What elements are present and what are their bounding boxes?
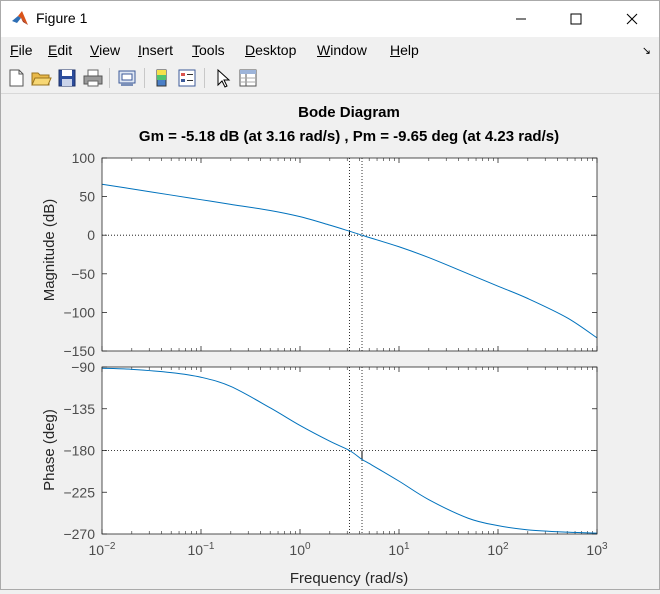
new-figure-icon[interactable]: [5, 67, 27, 89]
chart-title: Bode Diagram: [298, 104, 400, 121]
frequency-x-label: Frequency (rad/s): [290, 570, 408, 587]
magnitude-y-tick-label: 50: [79, 189, 95, 205]
magnitude-y-tick-label: −50: [71, 266, 95, 282]
phase-axes-frame: [101, 366, 598, 535]
minimize-icon: [516, 18, 526, 20]
edit-plot-arrow-icon[interactable]: [211, 67, 233, 89]
x-tick-label: 10−2: [89, 541, 116, 558]
toolbar-separator: [109, 68, 110, 88]
menu-insert[interactable]: Insert: [138, 42, 174, 58]
x-tick-label: 101: [388, 541, 410, 558]
figure-canvas[interactable]: Bode Diagram Gm = -5.18 dB (at 3.16 rad/…: [1, 94, 659, 589]
toolbar: [1, 63, 659, 94]
menu-help[interactable]: Help: [390, 42, 419, 58]
menu-window[interactable]: Window: [317, 42, 367, 58]
magnitude-curve[interactable]: [101, 183, 598, 339]
bode-plot[interactable]: Bode Diagram Gm = -5.18 dB (at 3.16 rad/…: [1, 94, 659, 589]
open-file-icon[interactable]: [30, 67, 52, 89]
menu-dock-arrow-icon[interactable]: ↘: [641, 45, 651, 57]
phase-y-tick-label: −180: [63, 443, 95, 459]
minimize-button[interactable]: [498, 1, 544, 37]
chart-subtitle: Gm = -5.18 dB (at 3.16 rad/s) , Pm = -9.…: [139, 128, 559, 145]
x-tick-label: 102: [487, 541, 509, 558]
menu-desktop[interactable]: Desktop: [245, 42, 297, 58]
close-button[interactable]: [609, 1, 655, 37]
phase-y-tick-label: −225: [63, 484, 95, 500]
menu-tools[interactable]: Tools: [192, 42, 225, 58]
magnitude-y-tick-label: 100: [72, 150, 96, 166]
magnitude-axes-frame: [101, 157, 598, 352]
x-tick-label: 10−1: [188, 541, 215, 558]
print-icon[interactable]: [82, 67, 104, 89]
magnitude-y-tick-label: −100: [63, 304, 95, 320]
menu-view[interactable]: View: [90, 42, 121, 58]
menu-bar: File Edit View Insert Tools Desktop Wind…: [1, 37, 659, 63]
phase-y-label: Phase (deg): [41, 409, 58, 491]
colorbar-icon[interactable]: [151, 67, 173, 89]
phase-curve[interactable]: [101, 367, 598, 534]
title-bar[interactable]: Figure 1: [1, 1, 659, 37]
maximize-icon: [570, 13, 582, 25]
magnitude-y-tick-label: 0: [87, 227, 95, 243]
magnitude-y-tick-label: −150: [63, 343, 95, 359]
magnitude-y-label: Magnitude (dB): [41, 199, 58, 302]
menu-edit[interactable]: Edit: [48, 42, 73, 58]
x-tick-label: 103: [586, 541, 608, 558]
menu-file[interactable]: File: [10, 42, 33, 58]
link-plot-icon[interactable]: [116, 67, 138, 89]
property-inspector-icon[interactable]: [237, 67, 259, 89]
x-tick-label: 100: [289, 541, 311, 558]
phase-y-tick-label: −270: [63, 526, 95, 542]
matlab-logo-icon: [12, 11, 28, 25]
close-icon: [626, 13, 638, 25]
window-title: Figure 1: [36, 10, 88, 26]
toolbar-separator: [204, 68, 205, 88]
legend-icon[interactable]: [176, 67, 198, 89]
maximize-button[interactable]: [553, 1, 599, 37]
save-icon[interactable]: [56, 67, 78, 89]
toolbar-separator: [144, 68, 145, 88]
phase-y-tick-label: −135: [63, 401, 95, 417]
phase-y-tick-label: −90: [71, 359, 95, 375]
